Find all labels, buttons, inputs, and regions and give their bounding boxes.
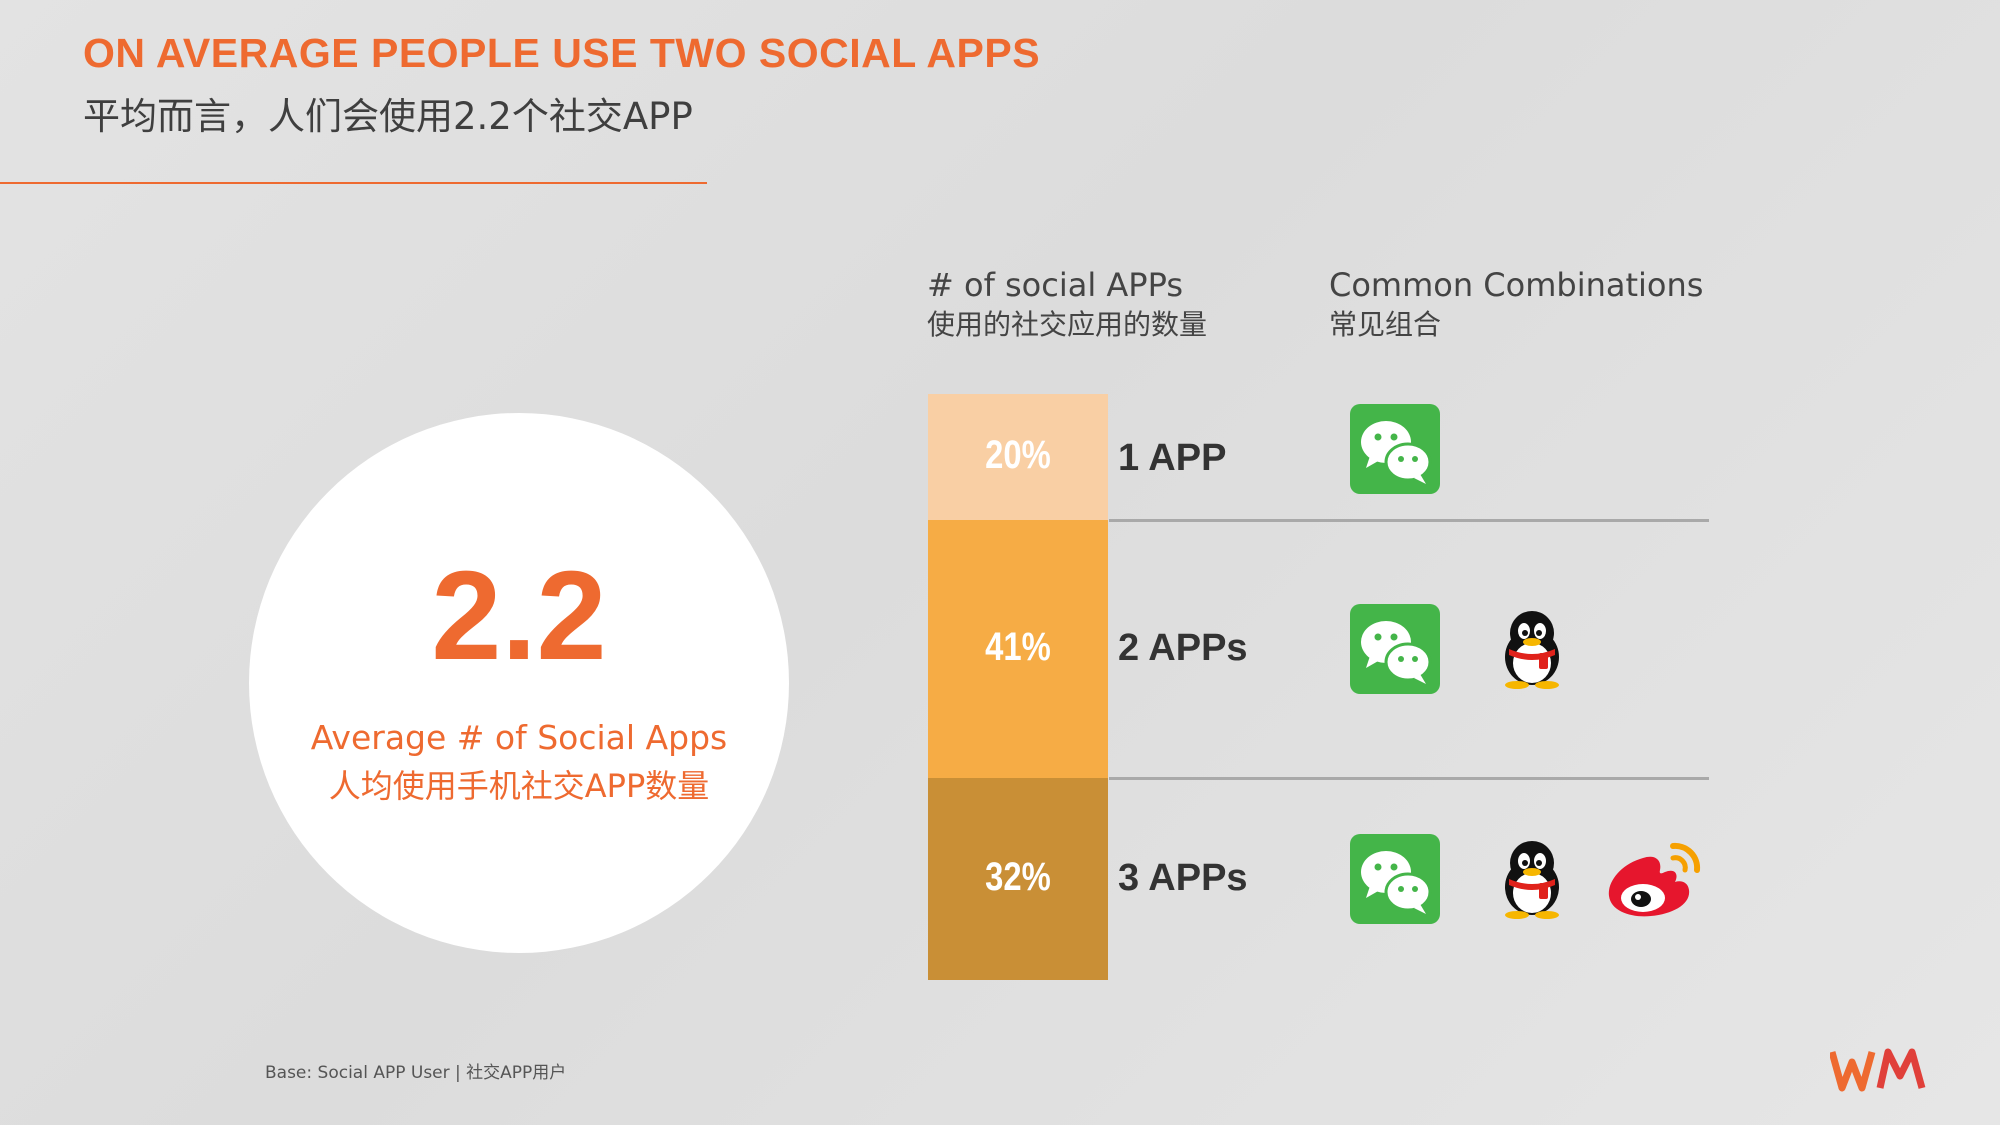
combo-header-en: Common Combinations [1329, 266, 1704, 304]
average-circle: 2.2 Average # of Social Apps 人均使用手机社交APP… [249, 413, 789, 953]
row-label: 2 APPs [1118, 627, 1248, 670]
qq-icon [1495, 839, 1569, 924]
page-title: ON AVERAGE PEOPLE USE TWO SOCIAL APPS [83, 30, 1041, 76]
wechat-icon [1350, 404, 1440, 499]
bar-value-label: 20% [985, 433, 1051, 477]
bar-segment-3: 32% [928, 778, 1108, 980]
wechat-icon [1350, 834, 1440, 929]
wechat-icon [1350, 604, 1440, 699]
row-label: 1 APP [1118, 437, 1227, 479]
page-subtitle: 平均而言，人们会使用2.2个社交APP [83, 95, 693, 138]
combo-column-header: Common Combinations 常见组合 [1329, 265, 1703, 345]
row-divider [1109, 777, 1709, 781]
bar-segment-2: 41% [928, 520, 1108, 779]
wm-logo-icon [1830, 1048, 1926, 1092]
count-header-cn: 使用的社交应用的数量 [927, 308, 1208, 341]
average-label-cn: 人均使用手机社交APP数量 [328, 767, 710, 805]
bar-value-label: 32% [985, 855, 1051, 900]
combo-header-cn: 常见组合 [1329, 308, 1442, 341]
row-label: 3 APPs [1118, 857, 1248, 900]
title-divider [0, 182, 707, 184]
row-divider [1109, 519, 1709, 523]
count-header-en: # of social APPs [927, 266, 1183, 304]
bar-segment-1: 20% [928, 394, 1108, 521]
average-value: 2.2 [431, 545, 607, 686]
average-label-en: Average # of Social Apps [310, 718, 728, 757]
count-column-header: # of social APPs 使用的社交应用的数量 [927, 265, 1207, 345]
footnote: Base: Social APP User | 社交APP用户 [265, 1063, 567, 1083]
weibo-icon [1603, 838, 1703, 925]
qq-icon [1495, 609, 1569, 694]
bar-value-label: 41% [985, 625, 1051, 670]
